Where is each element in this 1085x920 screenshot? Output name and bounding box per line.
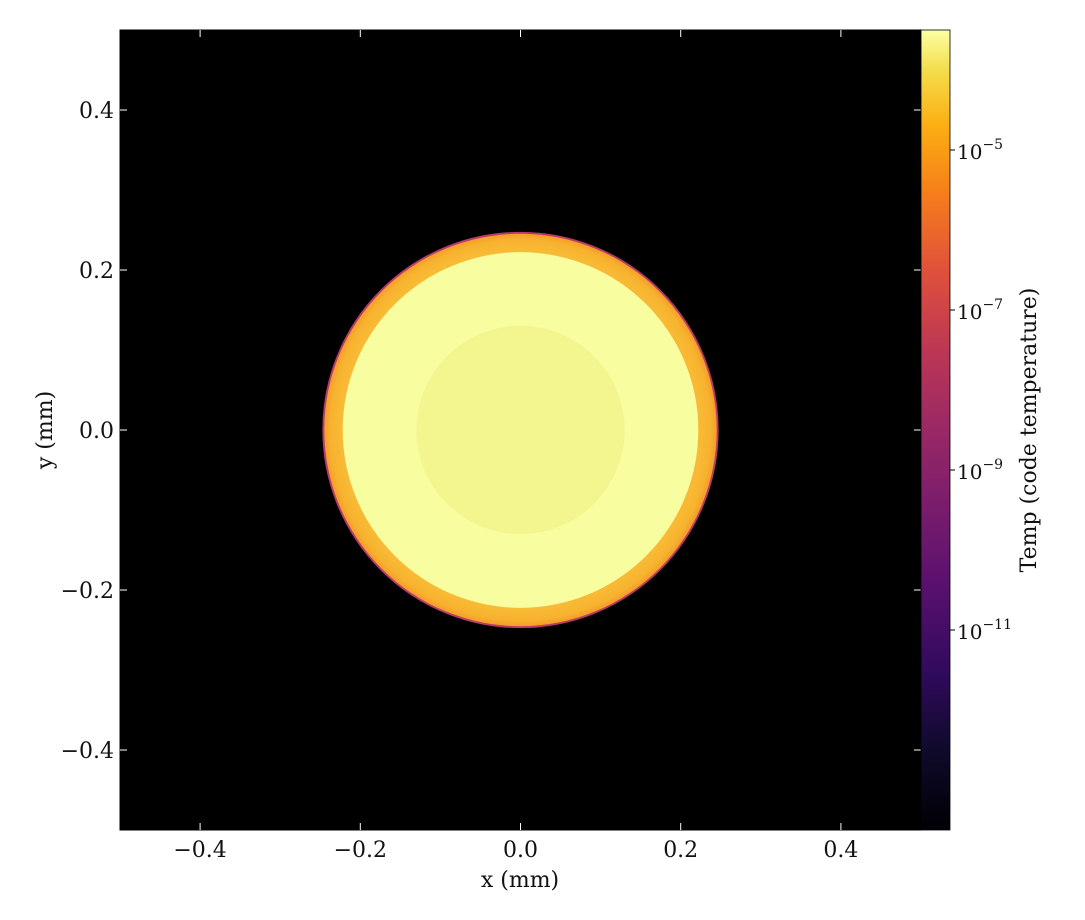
y-tick-label: 0.4 xyxy=(79,99,114,124)
edge-line xyxy=(322,231,719,629)
x-tick-label: 0.0 xyxy=(503,838,538,863)
colorbar-tick-label: 10−9 xyxy=(957,457,1003,484)
x-axis-label: x (mm) xyxy=(481,868,559,893)
colorbar-ticks: 10−5 10−7 10−9 10−11 xyxy=(950,137,1012,644)
y-axis-label: y (mm) xyxy=(33,391,58,470)
heatmap-regions xyxy=(322,231,719,629)
colorbar-tick-label: 10−5 xyxy=(957,137,1003,164)
x-tick-label: −0.2 xyxy=(334,838,387,863)
colorbar xyxy=(920,29,951,831)
y-tick-label: −0.2 xyxy=(61,579,114,604)
colorbar-tick-label: 10−7 xyxy=(957,297,1003,324)
x-tick-label: −0.4 xyxy=(173,838,226,863)
core xyxy=(416,325,625,535)
colorbar-tick-label: 10−11 xyxy=(957,617,1012,644)
y-tick-label: 0.2 xyxy=(79,259,114,284)
colorbar-label: Temp (code temperature) xyxy=(1017,288,1042,573)
x-tick-label: 0.4 xyxy=(823,838,858,863)
y-axis-ticks: 0.4 0.2 0.0 −0.2 −0.4 xyxy=(61,99,921,764)
y-tick-label: 0.0 xyxy=(79,419,114,444)
x-tick-label: 0.2 xyxy=(663,838,698,863)
y-tick-label: −0.4 xyxy=(61,739,114,764)
x-axis-ticks: −0.4 −0.2 0.0 0.2 0.4 xyxy=(173,30,858,863)
